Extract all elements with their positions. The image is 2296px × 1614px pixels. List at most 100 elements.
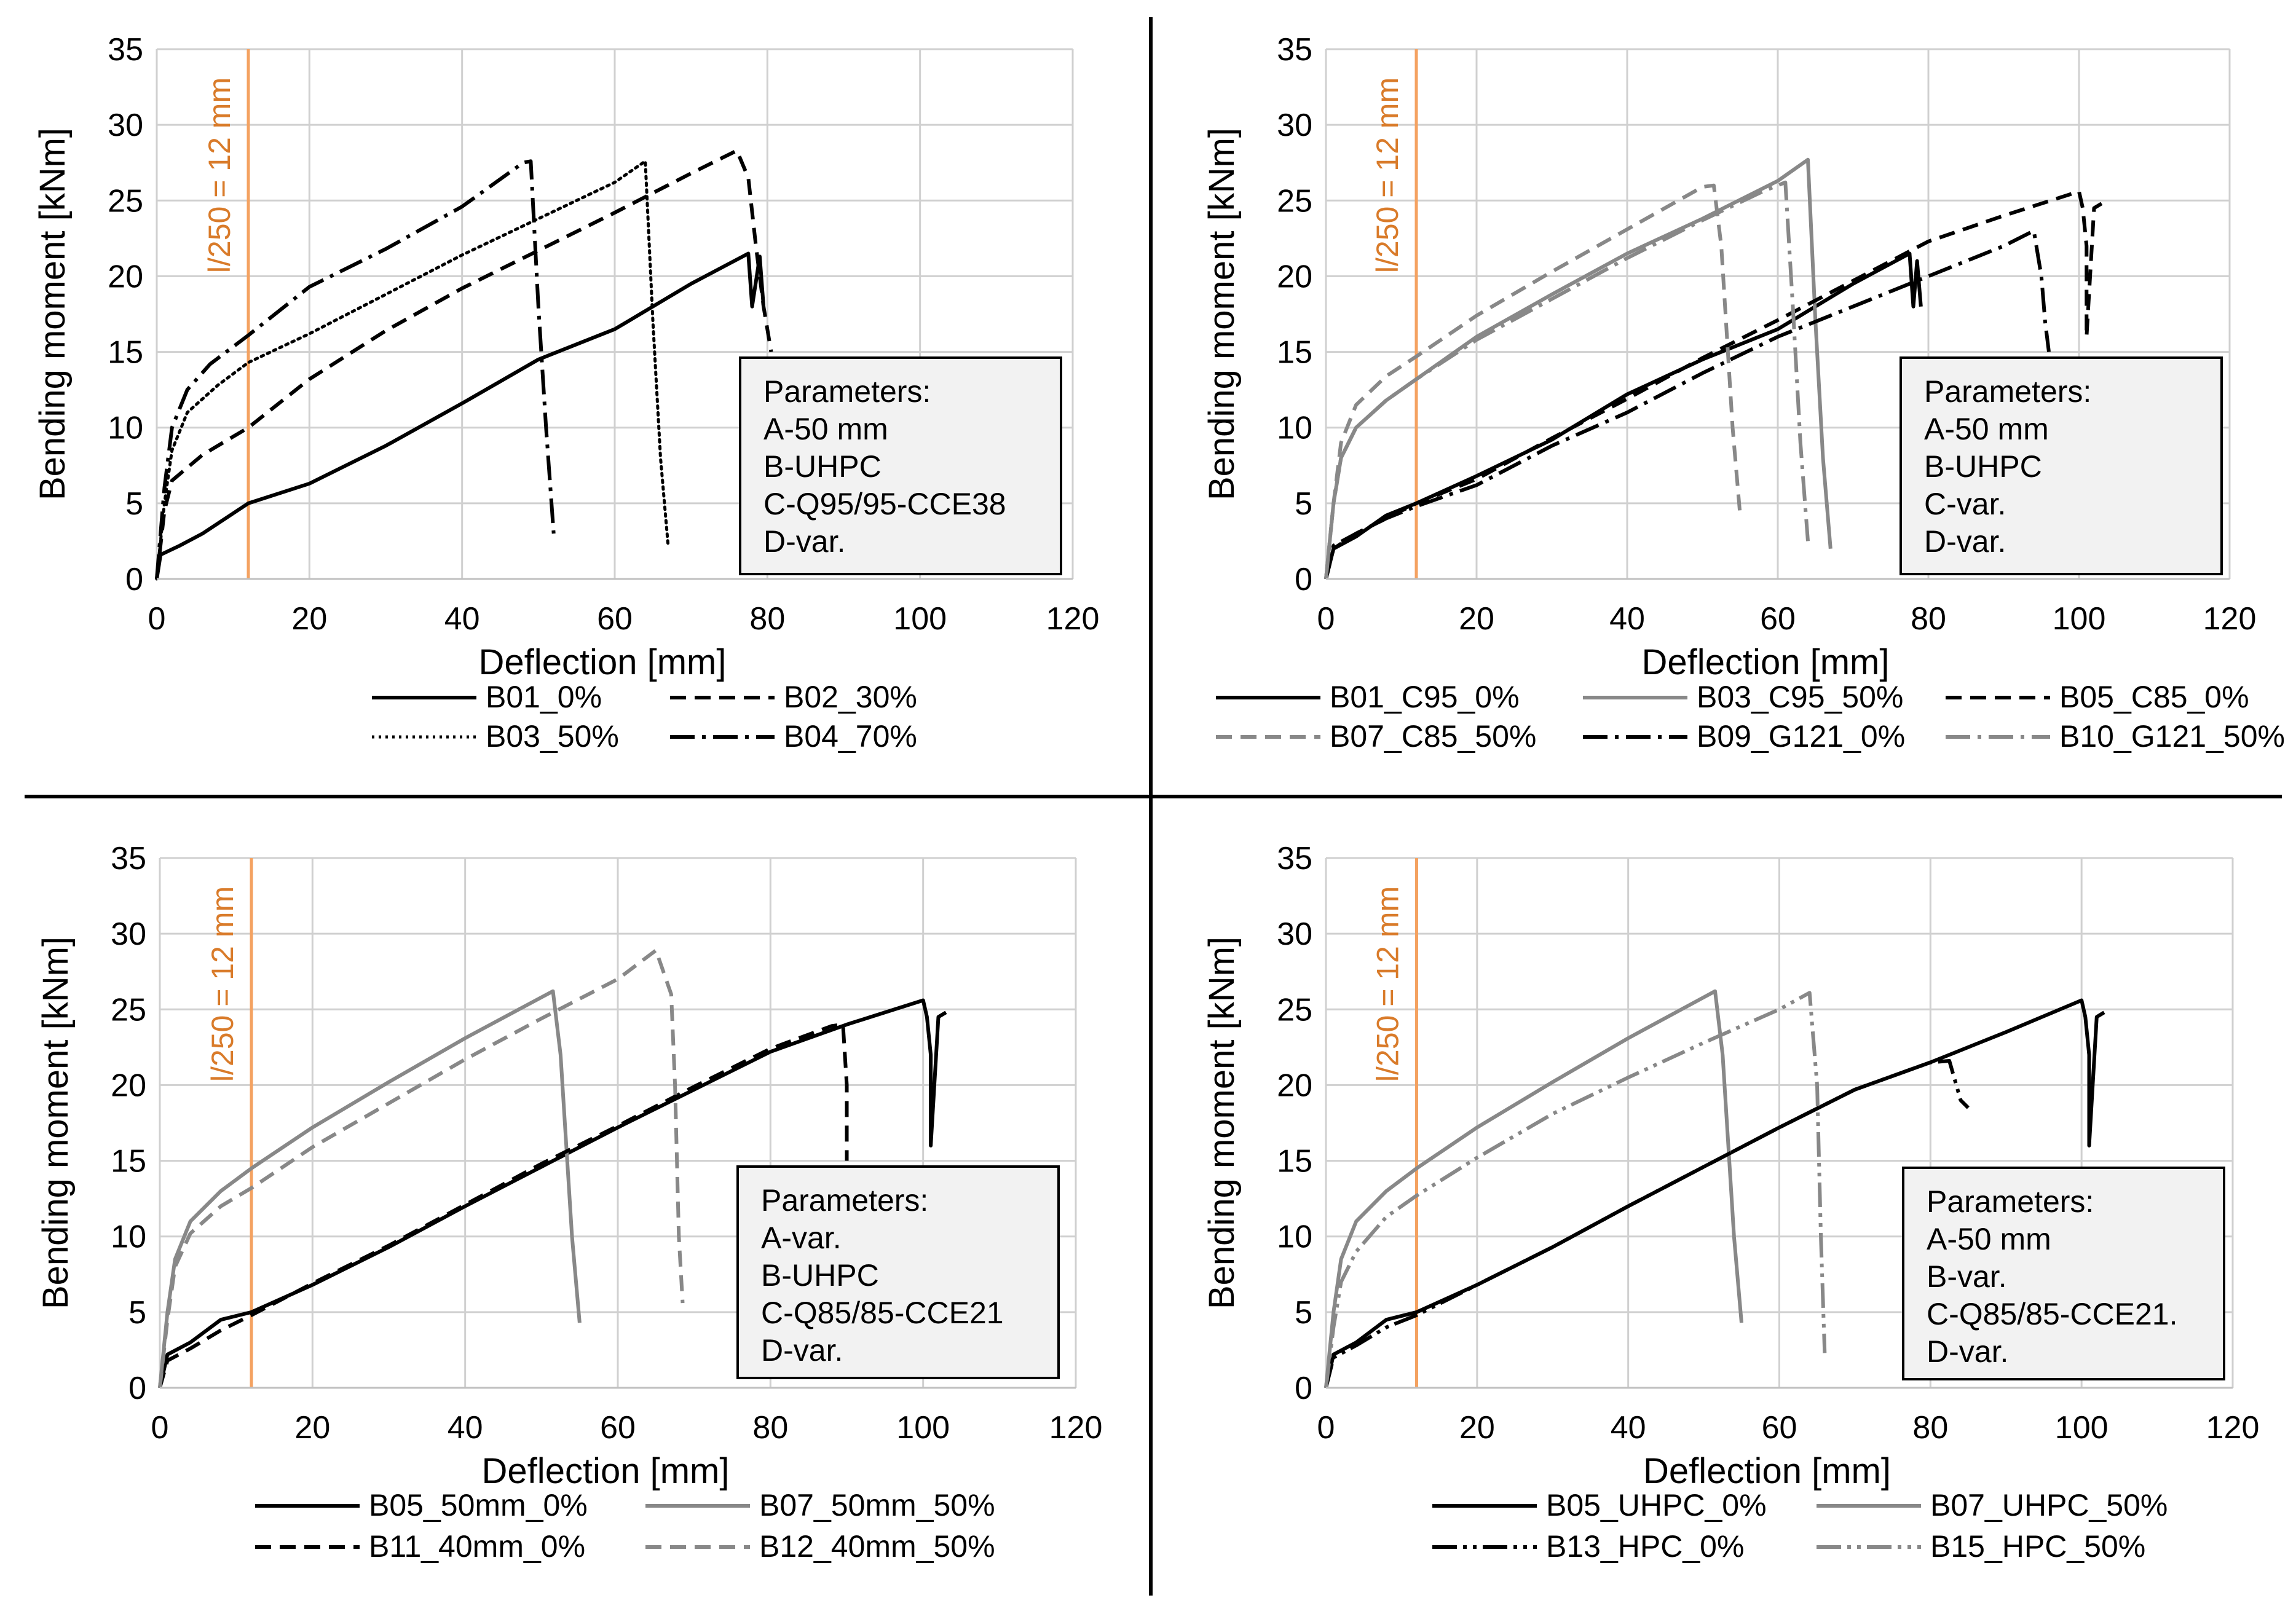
limit-line-label: l/250 = 12 mm xyxy=(1370,77,1405,273)
x-tick-label: 80 xyxy=(1912,1410,1948,1446)
parameters-line: D-var. xyxy=(1927,1334,2008,1369)
x-tick-label: 100 xyxy=(896,1410,950,1446)
x-tick-label: 60 xyxy=(597,601,633,637)
series-line-b10_g121_50% xyxy=(1324,180,1810,580)
grid-lines xyxy=(1325,857,2234,1389)
axes: 0 20 40 60 80 100 120 0 5 10 15 20 25 30 35 xyxy=(108,32,1099,637)
y-tick-label: 35 xyxy=(111,841,146,876)
x-tick-label: 100 xyxy=(2053,601,2106,637)
panel-bottom-left: 0 20 40 60 80 100 120 0 5 10 15 20 25 30 35 l/250 = 12… xyxy=(36,841,1102,1564)
y-tick-label: 0 xyxy=(125,562,143,597)
y-tick-label: 25 xyxy=(1277,183,1312,219)
y-tick-label: 30 xyxy=(111,916,146,952)
x-axis-label: Deflection [mm] xyxy=(1643,1451,1891,1491)
x-tick-label: 40 xyxy=(1609,601,1645,637)
legend-entry-label: B04_70% xyxy=(784,719,917,754)
series-line-b05_50mm_0% xyxy=(158,998,947,1388)
x-tick-label: 100 xyxy=(893,601,947,637)
legend-entry-label: B05_50mm_0% xyxy=(369,1488,588,1522)
parameters-line: Parameters: xyxy=(761,1183,928,1218)
series-lines xyxy=(158,948,947,1388)
y-tick-label: 35 xyxy=(108,32,143,68)
parameters-line: D-var. xyxy=(1924,524,2006,559)
series-line-b04_70% xyxy=(155,159,556,580)
legend: B05_50mm_0% B07_50mm_50% B11_40mm_0% B12_40… xyxy=(255,1488,995,1564)
legend-entry-label: B02_30% xyxy=(784,680,917,714)
parameters-line: A-50 mm xyxy=(1924,412,2049,446)
y-tick-label: 0 xyxy=(128,1371,146,1406)
y-axis-label: Bending moment [kNm] xyxy=(1202,937,1242,1309)
series-line-b15_hpc_50% xyxy=(1324,991,1827,1388)
panel-bottom-right: 0 20 40 60 80 100 120 0 5 10 15 20 25 30 35 l/250 = 12… xyxy=(1202,841,2259,1564)
parameters-box: Parameters:A-50 mmB-UHPCC-Q95/95-CCE38D-… xyxy=(739,356,1062,575)
x-tick-label: 40 xyxy=(448,1410,483,1446)
parameters-line: D-var. xyxy=(763,524,845,559)
parameters-box-frame xyxy=(736,1165,1060,1379)
y-tick-label: 25 xyxy=(1277,992,1312,1028)
legend-entry-label: B05_C85_0% xyxy=(2059,680,2249,714)
y-tick-label: 30 xyxy=(1277,916,1312,952)
parameters-line: A-50 mm xyxy=(1927,1222,2051,1256)
x-tick-label: 0 xyxy=(1317,601,1335,637)
x-tick-label: 60 xyxy=(600,1410,636,1446)
parameters-line: B-UHPC xyxy=(1924,449,2042,484)
axes: 0 20 40 60 80 100 120 0 5 10 15 20 25 30 35 xyxy=(1277,841,2259,1446)
limit-line-label: l/250 = 12 mm xyxy=(205,886,240,1082)
y-tick-label: 15 xyxy=(111,1144,146,1179)
y-tick-label: 35 xyxy=(1277,841,1312,876)
series-line-b12_40mm_50% xyxy=(158,948,685,1388)
y-tick-label: 15 xyxy=(1277,335,1312,371)
y-tick-label: 15 xyxy=(108,335,143,371)
series-line-b05_c85_0% xyxy=(1324,189,2103,580)
series-line-b01_c95_0% xyxy=(1324,251,1923,580)
parameters-line: A-var. xyxy=(761,1221,842,1255)
y-tick-label: 10 xyxy=(1277,1219,1312,1255)
x-tick-label: 20 xyxy=(291,601,327,637)
parameters-line: B-UHPC xyxy=(763,449,882,484)
parameters-line: C-Q95/95-CCE38 xyxy=(763,487,1006,521)
legend-entry-label: B05_UHPC_0% xyxy=(1546,1488,1767,1522)
panel-top-right: 0 20 40 60 80 100 120 0 5 10 15 20 25 30 35 l/250 = 12… xyxy=(1202,32,2285,754)
legend-entry-label: B03_50% xyxy=(486,719,619,754)
x-tick-label: 0 xyxy=(151,1410,169,1446)
x-tick-label: 120 xyxy=(2203,601,2257,637)
parameters-line: B-var. xyxy=(1927,1259,2007,1294)
parameters-line: C-Q85/85-CCE21. xyxy=(1927,1297,2178,1331)
parameters-line: A-50 mm xyxy=(763,412,888,446)
legend-entry-label: B03_C95_50% xyxy=(1697,680,1903,714)
legend-entry-label: B07_50mm_50% xyxy=(759,1488,995,1522)
x-tick-label: 0 xyxy=(148,601,166,637)
y-tick-label: 25 xyxy=(111,992,146,1028)
y-tick-label: 20 xyxy=(1277,259,1312,294)
legend-entry-label: B13_HPC_0% xyxy=(1546,1529,1744,1564)
y-tick-label: 5 xyxy=(1295,1295,1312,1331)
legend-entry-label: B01_0% xyxy=(486,680,602,714)
series-lines xyxy=(1324,157,2103,580)
legend: B05_UHPC_0% B07_UHPC_50% B13_HPC_0% B15_HPC… xyxy=(1432,1488,2168,1564)
x-tick-label: 40 xyxy=(1611,1410,1646,1446)
y-tick-label: 5 xyxy=(1295,486,1312,522)
parameters-box-frame xyxy=(1900,356,2223,575)
y-axis-label: Bending moment [kNm] xyxy=(33,128,73,500)
legend-entry-label: B09_G121_0% xyxy=(1697,719,1905,754)
y-tick-label: 5 xyxy=(125,486,143,522)
x-tick-label: 80 xyxy=(752,1410,788,1446)
x-tick-label: 100 xyxy=(2055,1410,2109,1446)
series-lines xyxy=(1324,989,2105,1388)
y-tick-label: 5 xyxy=(128,1295,146,1331)
y-tick-label: 10 xyxy=(111,1219,146,1255)
series-line-b03_50% xyxy=(155,159,670,581)
y-tick-label: 20 xyxy=(1277,1068,1312,1103)
y-tick-label: 10 xyxy=(108,411,143,446)
panel-top-left: 0 20 40 60 80 100 120 0 5 10 15 20 25 30 35 l/250 = 12… xyxy=(33,32,1099,754)
x-tick-label: 120 xyxy=(1049,1410,1103,1446)
x-tick-label: 20 xyxy=(1459,601,1494,637)
x-tick-label: 80 xyxy=(749,601,785,637)
x-tick-label: 120 xyxy=(2206,1410,2260,1446)
parameters-line: C-var. xyxy=(1924,487,2006,521)
x-axis-label: Deflection [mm] xyxy=(1642,642,1890,682)
limit-line-label: l/250 = 12 mm xyxy=(202,77,237,273)
legend: B01_C95_0% B03_C95_50% B05_C85_0% B07_C85_5… xyxy=(1216,680,2285,754)
